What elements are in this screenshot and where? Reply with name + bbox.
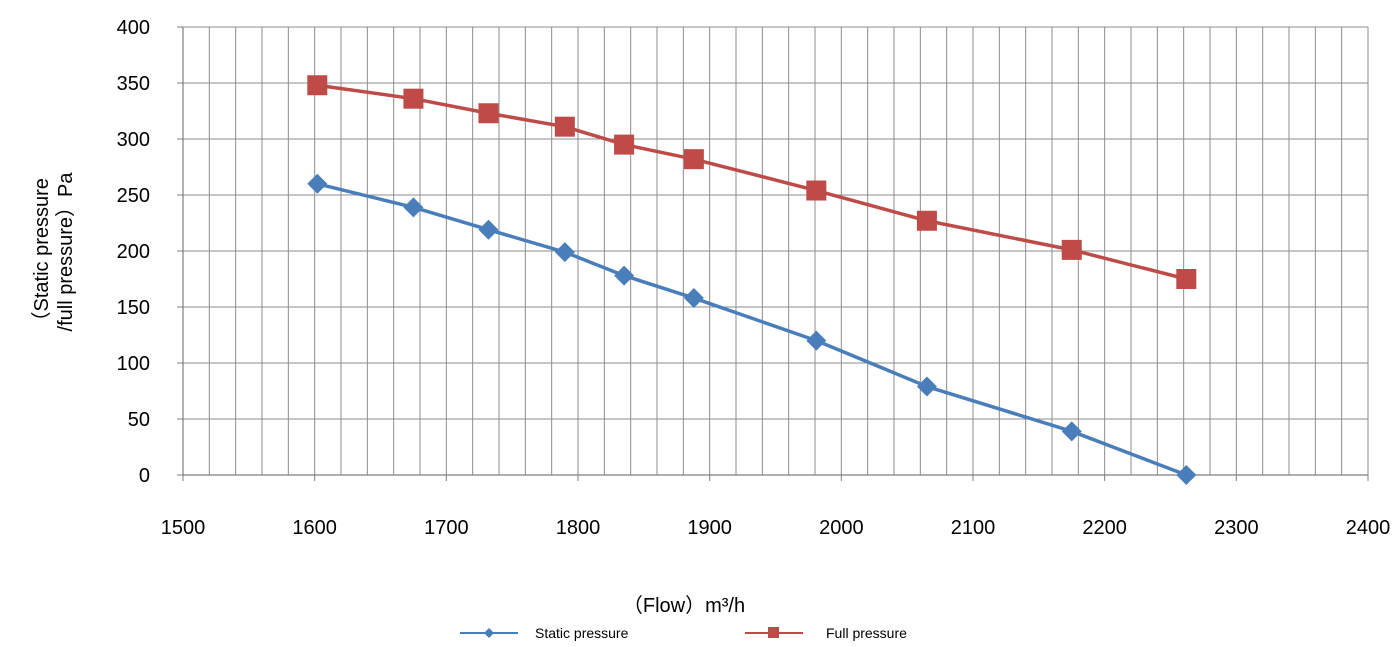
y-tick-label: 150 [117,297,150,319]
data-point-full-pressure [307,75,328,96]
data-point-static-pressure [806,330,827,351]
y-tick-label: 100 [117,353,150,375]
legend: Static pressure Full pressure [460,625,907,641]
data-point-static-pressure [683,288,704,309]
data-point-full-pressure [554,116,575,137]
legend-swatch-marker-static-pressure [484,628,494,638]
data-point-full-pressure [1061,239,1082,260]
data-point-full-pressure [1176,269,1197,289]
legend-item-static-pressure: Static pressure [460,625,629,641]
x-tick-label: 2400 [1346,517,1391,539]
data-point-static-pressure [614,265,635,286]
data-point-full-pressure [683,149,704,170]
series-line-static-pressure [315,182,1189,477]
y-tick-label: 400 [117,17,150,39]
data-point-static-pressure [1176,465,1197,485]
series-layer [307,75,1197,485]
y-tick-label: 300 [117,129,150,151]
legend-label-static-pressure: Static pressure [535,625,629,641]
y-tick-label: 250 [117,185,150,207]
series-static-pressure [307,173,1197,485]
series-line-full-pressure [315,83,1189,281]
data-point-full-pressure [403,88,424,109]
data-point-static-pressure [403,197,424,218]
legend-swatch-marker-full-pressure [768,627,779,638]
data-point-full-pressure [614,134,635,155]
x-tick-label: 2300 [1214,517,1259,539]
y-axis-title-line-2: /full pressure）Pa [54,172,77,332]
data-point-static-pressure [916,376,937,397]
y-tick-label: 50 [128,409,150,431]
y-tick-label: 200 [117,241,150,263]
data-point-full-pressure [916,210,937,231]
major-gridlines [183,26,1368,476]
x-tick-label: 2100 [951,517,996,539]
x-tick-label: 1700 [424,517,469,539]
x-tick-label: 1500 [161,517,206,539]
legend-item-full-pressure: Full pressure [745,625,907,641]
x-axis-title: （Flow）m³/h [623,594,745,617]
x-tick-label: 2200 [1082,517,1127,539]
y-axis-title-line-1: （Static pressure [30,178,53,331]
x-tick-label: 1600 [292,517,337,539]
data-point-static-pressure [478,219,499,240]
x-tick-label: 1900 [687,517,732,539]
x-tick-label: 1800 [556,517,601,539]
data-point-full-pressure [806,180,827,201]
y-tick-label: 350 [117,73,150,95]
series-full-pressure [307,75,1197,289]
y-tick-label: 0 [139,465,150,487]
y-axis-ticks: 0 50 100 150 200 250 300 350 400 [117,17,183,487]
data-point-static-pressure [307,173,328,194]
x-axis-ticks: 1500 1600 1700 1800 1900 2000 2100 2200 2300 2400 [161,475,1391,539]
data-point-full-pressure [478,103,499,124]
legend-label-full-pressure: Full pressure [826,625,907,641]
x-tick-label: 2000 [819,517,864,539]
y-axis-title: （Static pressure /full pressure）Pa [30,172,77,332]
data-point-static-pressure [554,242,575,263]
data-point-static-pressure [1061,421,1082,442]
